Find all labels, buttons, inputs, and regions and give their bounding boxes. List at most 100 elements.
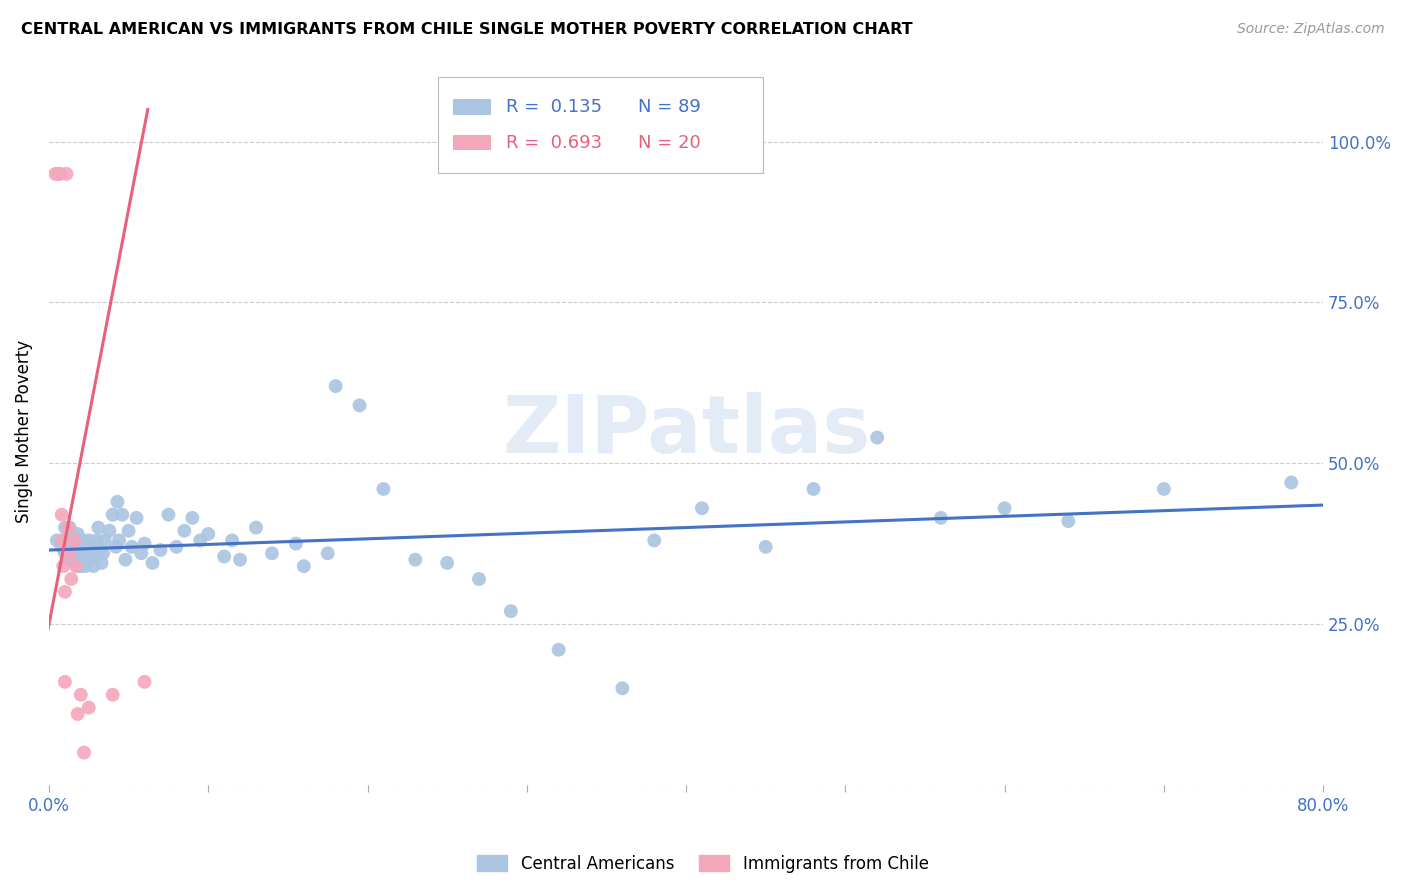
Point (131, 546, 153, 560)
Point (66, 706, 89, 721)
Point (86, 546, 108, 560)
Point (48, 167, 70, 181)
Text: N = 89: N = 89 (638, 98, 700, 116)
Point (90, 556, 112, 570)
Point (157, 508, 180, 522)
Point (612, 681, 634, 696)
Point (197, 527, 219, 541)
Point (80, 540, 103, 554)
Point (45, 533, 67, 548)
Point (77, 700, 100, 714)
Point (284, 536, 307, 550)
Point (55, 167, 77, 181)
Text: CENTRAL AMERICAN VS IMMIGRANTS FROM CHILE SINGLE MOTHER POVERTY CORRELATION CHAR: CENTRAL AMERICAN VS IMMIGRANTS FROM CHIL… (21, 22, 912, 37)
Point (60, 572, 83, 586)
Point (755, 540, 778, 554)
Point (77, 533, 100, 548)
Point (69, 546, 91, 560)
Point (72, 533, 94, 548)
Point (292, 559, 315, 574)
Point (87, 520, 110, 534)
Point (866, 431, 889, 445)
Point (73, 549, 96, 564)
Legend: Central Americans, Immigrants from Chile: Central Americans, Immigrants from Chile (471, 848, 935, 880)
FancyBboxPatch shape (453, 135, 491, 150)
Point (436, 556, 458, 570)
Point (53, 585, 76, 599)
Point (134, 536, 156, 550)
Point (66, 527, 89, 541)
Point (65, 552, 87, 566)
Point (349, 398, 371, 412)
Point (108, 533, 131, 548)
Point (101, 688, 124, 702)
Point (51, 508, 73, 522)
Point (51, 540, 73, 554)
Point (77, 552, 100, 566)
Point (121, 540, 143, 554)
Point (404, 552, 426, 566)
Point (67, 549, 90, 564)
Point (44, 167, 66, 181)
Point (1057, 514, 1080, 528)
Point (51, 533, 73, 548)
Point (53, 674, 76, 689)
Point (73, 746, 96, 760)
Point (181, 511, 204, 525)
Point (65, 559, 87, 574)
Point (1153, 482, 1175, 496)
Point (76, 540, 98, 554)
Point (89, 543, 111, 558)
Point (53, 533, 76, 548)
Point (107, 495, 129, 509)
Point (56, 540, 79, 554)
Point (114, 552, 136, 566)
Point (104, 540, 127, 554)
Point (62, 546, 84, 560)
Point (53, 546, 76, 560)
Point (59, 533, 82, 548)
Point (690, 501, 713, 516)
Point (62, 536, 84, 550)
Point (929, 511, 952, 525)
Point (229, 552, 252, 566)
Y-axis label: Single Mother Poverty: Single Mother Poverty (15, 340, 32, 523)
Point (188, 533, 211, 548)
Point (1279, 475, 1302, 490)
Point (98, 524, 121, 538)
Text: R =  0.135: R = 0.135 (506, 98, 603, 116)
Point (994, 501, 1017, 516)
Point (75, 546, 97, 560)
Point (62, 527, 84, 541)
Point (173, 524, 195, 538)
Text: ZIPatlas: ZIPatlas (502, 392, 870, 470)
Point (373, 482, 395, 496)
Point (101, 508, 124, 522)
Point (79, 549, 101, 564)
Point (468, 572, 491, 586)
FancyBboxPatch shape (453, 99, 491, 115)
Point (59, 546, 82, 560)
Point (56, 520, 79, 534)
Point (66, 559, 89, 574)
Point (69, 559, 91, 574)
Point (73, 536, 96, 550)
Point (125, 511, 148, 525)
Point (56, 552, 79, 566)
Point (117, 524, 139, 538)
Text: R =  0.693: R = 0.693 (506, 134, 603, 152)
Point (165, 540, 187, 554)
Point (134, 674, 156, 689)
Point (499, 604, 522, 618)
Point (111, 508, 134, 522)
Point (221, 533, 243, 548)
Point (86, 533, 108, 548)
Text: Source: ZipAtlas.com: Source: ZipAtlas.com (1237, 22, 1385, 37)
Point (212, 549, 235, 564)
Point (149, 543, 172, 558)
Point (260, 546, 283, 560)
Text: N = 20: N = 20 (638, 134, 700, 152)
Point (63, 533, 86, 548)
Point (52, 559, 75, 574)
Point (53, 520, 76, 534)
